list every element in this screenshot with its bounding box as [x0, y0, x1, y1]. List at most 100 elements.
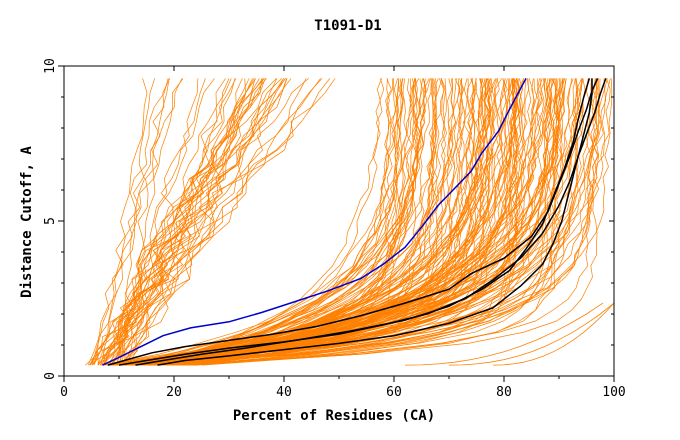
model-curve	[138, 78, 542, 366]
model-curve	[136, 78, 404, 366]
model-curve	[102, 78, 286, 366]
model-curve	[174, 78, 399, 366]
reference-curves	[102, 78, 607, 366]
model-curve	[125, 78, 521, 366]
model-curve	[150, 78, 524, 366]
model-curve	[152, 78, 516, 366]
x-tick-label: 80	[496, 385, 512, 400]
model-curve	[101, 78, 215, 366]
y-tick-label: 10	[43, 58, 58, 74]
model-curve	[89, 78, 321, 366]
model-curve	[119, 78, 500, 366]
model-curve	[153, 78, 489, 366]
model-curve	[186, 78, 390, 366]
model-curve	[157, 78, 433, 366]
model-curve	[193, 78, 510, 366]
model-curve	[104, 78, 206, 366]
highlight-curve-0	[102, 78, 527, 366]
model-curve	[140, 78, 393, 366]
model-curve	[173, 78, 494, 366]
model-curve	[126, 78, 419, 366]
model-curve	[151, 78, 508, 366]
model-curve	[133, 78, 601, 366]
model-curve	[104, 78, 278, 366]
model-curve	[150, 78, 506, 366]
model-curve	[190, 78, 564, 366]
model-curve	[183, 78, 549, 366]
model-curve	[116, 78, 156, 366]
model-curve	[156, 78, 583, 366]
model-curve	[157, 78, 552, 366]
model-curve	[149, 78, 397, 366]
model-curves	[85, 78, 615, 366]
model-curve	[163, 78, 516, 366]
model-curve	[100, 78, 232, 366]
model-curve	[122, 78, 323, 366]
model-curve	[103, 78, 400, 366]
model-curve	[104, 78, 226, 366]
model-curve	[146, 78, 406, 366]
x-tick-label: 20	[166, 385, 182, 400]
model-curve	[192, 78, 593, 366]
model-curve	[135, 78, 525, 366]
model-curve	[185, 78, 600, 366]
model-curve	[120, 78, 283, 366]
model-curve	[124, 78, 485, 366]
model-curve	[118, 78, 331, 366]
model-curve	[171, 78, 469, 366]
model-curve	[87, 78, 183, 366]
model-curve	[104, 78, 287, 366]
model-curve	[142, 78, 443, 366]
x-tick-label: 100	[602, 385, 625, 400]
model-curve	[97, 78, 260, 366]
model-curve	[132, 78, 392, 366]
model-curve	[125, 78, 608, 366]
model-curve	[148, 78, 613, 366]
y-tick-label: 5	[43, 217, 58, 225]
model-curve	[127, 78, 426, 366]
model-curve	[114, 78, 600, 366]
model-curve	[91, 78, 171, 366]
model-curve	[109, 78, 199, 366]
model-curve	[188, 78, 586, 366]
x-tick-label: 0	[60, 385, 68, 400]
reference-curve-1	[107, 78, 599, 366]
chart-title: T1091-D1	[314, 18, 381, 34]
x-axis-label: Percent of Residues (CA)	[233, 408, 435, 424]
y-tick-label: 0	[43, 372, 58, 380]
model-curve	[90, 78, 256, 366]
reference-curve-4	[157, 78, 593, 366]
model-curve	[103, 78, 148, 366]
model-curve	[129, 78, 589, 366]
model-curve	[120, 78, 288, 366]
x-tick-label: 60	[386, 385, 402, 400]
model-curve	[100, 78, 506, 366]
model-curve	[161, 78, 455, 366]
model-curve	[111, 78, 475, 366]
reference-curve-3	[135, 78, 591, 366]
model-curve	[122, 78, 427, 366]
model-curve	[124, 78, 243, 366]
model-curve	[152, 78, 514, 366]
model-curve	[492, 302, 615, 366]
model-curve	[140, 78, 591, 366]
model-curve	[148, 78, 597, 366]
x-tick-label: 40	[276, 385, 292, 400]
model-curve	[122, 78, 547, 366]
model-curve	[448, 302, 615, 366]
axis-ticks: 0 20 40 60 80 100 0 5 10	[43, 58, 626, 400]
model-curve	[118, 78, 170, 366]
model-curve	[128, 78, 423, 366]
model-curve	[171, 78, 515, 366]
model-curve	[184, 78, 535, 366]
model-curve	[174, 78, 521, 366]
model-curve	[135, 78, 552, 366]
model-curve	[115, 78, 445, 366]
model-curve	[151, 78, 493, 366]
model-curve	[156, 78, 447, 366]
model-curve	[404, 302, 604, 366]
model-curve	[110, 78, 286, 366]
model-curve	[110, 78, 237, 366]
y-axis-label: Distance Cutoff, A	[19, 146, 35, 298]
